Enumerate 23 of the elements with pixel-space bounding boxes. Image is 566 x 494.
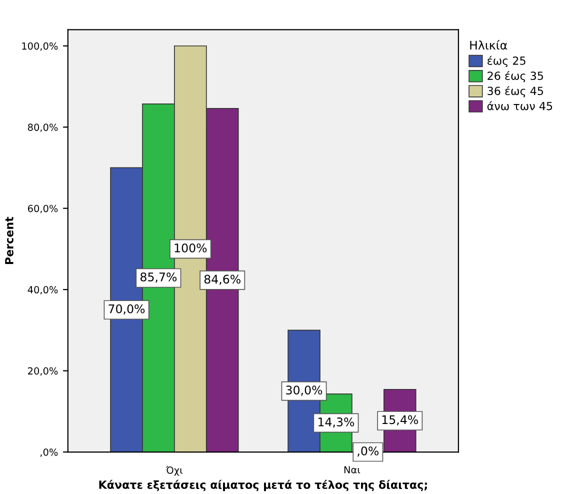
y-tick-label: 60,0% <box>28 204 58 214</box>
x-tick-label: Όχι <box>166 466 182 476</box>
y-tick-label: ,0% <box>40 448 58 457</box>
data-label: 14,3% <box>318 417 354 428</box>
x-axis-title: Κάνατε εξετάσεις αίματος μετά το τέλος της δίαιτας; <box>99 480 427 492</box>
legend-title: Ηλικία <box>470 40 508 50</box>
data-label: 30,0% <box>286 386 322 396</box>
y-tick-label: 20,0% <box>28 367 58 376</box>
data-label: 70,0% <box>108 304 145 314</box>
legend-label: έως 25 <box>488 56 526 68</box>
legend-label: 26 έως 35 <box>488 70 544 82</box>
data-label: 84,6% <box>204 274 240 285</box>
data-label: 15,4% <box>382 415 418 426</box>
y-axis-title: Percent <box>5 216 14 264</box>
x-tick-label: Ναι <box>344 466 360 474</box>
legend-label: άνω των 45 <box>487 101 552 110</box>
data-label: 100% <box>174 243 207 252</box>
y-tick-label: 80,0% <box>28 124 58 132</box>
y-tick-label: 100,0% <box>22 42 58 51</box>
y-tick-label: 40,0% <box>28 286 58 294</box>
data-label: 85,7% <box>140 272 177 283</box>
legend-label: 36 έως 45 <box>488 86 544 98</box>
data-label: ,0% <box>358 446 379 457</box>
